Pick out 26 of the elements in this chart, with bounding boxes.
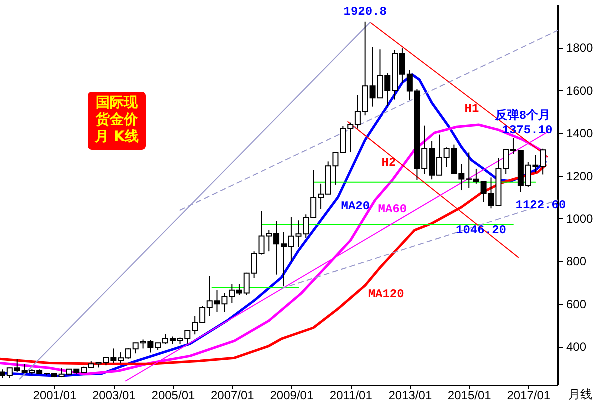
series-label: MA60	[378, 202, 408, 216]
x-tick-label: 2011/01	[330, 388, 373, 400]
y-tick-label: 1600	[566, 84, 594, 98]
y-tick-label: 800	[566, 254, 587, 269]
x-axis-title: 月线	[568, 388, 592, 400]
y-tick-label: 1000	[566, 212, 594, 226]
y-tick-label: 400	[566, 340, 587, 354]
annotation: H1	[464, 102, 480, 116]
x-tick-label: 2017/01	[507, 388, 551, 400]
x-tick-label: 2005/01	[152, 388, 196, 400]
x-tick-label: 2003/01	[92, 388, 136, 400]
series-label: MA120	[368, 288, 404, 302]
y-tick-label: 1200	[566, 169, 594, 184]
x-tick-label: 2015/01	[448, 388, 492, 400]
annotation: 国际现货金价月 K线	[94, 95, 139, 145]
x-tick-label: 2007/01	[210, 388, 255, 400]
series-label: MA20	[341, 199, 370, 214]
annotation: 1920.8	[344, 4, 387, 19]
y-tick-label: 1800	[566, 41, 594, 56]
y-tick-label: 600	[566, 297, 587, 312]
annotation: 反弹8个月	[494, 108, 551, 123]
x-tick-label: 2001/01	[33, 388, 77, 400]
x-tick-label: 2009/01	[270, 388, 314, 400]
x-tick-label: 2013/01	[388, 388, 432, 400]
annotation: H2	[382, 156, 396, 170]
y-tick-label: 1400	[566, 126, 594, 141]
